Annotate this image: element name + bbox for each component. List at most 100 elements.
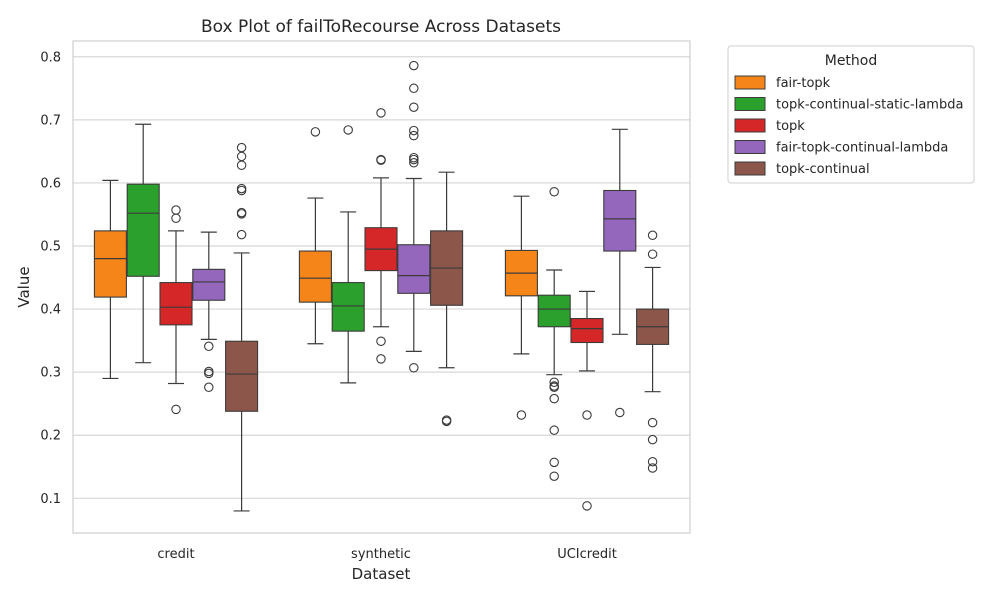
boxes-layer — [93, 60, 670, 512]
legend-label: topk-continual-static-lambda — [776, 98, 963, 113]
legend-label: fair-topk — [776, 76, 831, 91]
y-tick-label: 0.2 — [40, 429, 61, 444]
outlier-point — [204, 366, 214, 377]
x-tick-label: UCIcredit — [557, 547, 617, 562]
outlier-point — [204, 341, 214, 352]
box-body — [298, 250, 332, 303]
outlier-point — [647, 434, 658, 445]
outlier-point — [236, 151, 247, 162]
box-body — [570, 317, 604, 344]
legend-swatch — [734, 140, 766, 154]
outlier-point — [409, 83, 419, 94]
outlier-point — [441, 416, 452, 427]
box-plot — [636, 230, 670, 473]
plot-frame — [72, 40, 691, 534]
outlier-point — [647, 456, 658, 467]
outlier-point — [236, 160, 247, 171]
legend-swatch — [734, 118, 766, 133]
y-tick-layer: 0.1 0.2 0.3 0.4 0.5 0.6 0.7 0.8 — [40, 50, 61, 507]
chart-title: Box Plot of failToRecourse Across Datase… — [201, 17, 561, 37]
outlier-point — [236, 183, 247, 194]
box-plot — [126, 123, 160, 364]
outlier-point — [647, 249, 658, 259]
outlier-point — [343, 125, 353, 135]
outlier-point — [409, 130, 419, 141]
box-body — [225, 340, 259, 412]
legend-swatch — [734, 97, 766, 111]
box-plot — [298, 127, 332, 345]
outlier-point — [549, 393, 559, 404]
outlier-point — [549, 377, 559, 387]
y-tick-label: 0.4 — [40, 303, 61, 318]
box-plot — [159, 205, 193, 415]
box-body — [93, 230, 127, 298]
outlier-point — [409, 60, 419, 71]
legend-label: topk-continual — [776, 162, 870, 177]
y-tick-label: 0.5 — [40, 240, 61, 255]
box-plot — [331, 125, 365, 384]
y-tick-label: 0.3 — [40, 366, 61, 381]
legend-swatch — [734, 161, 766, 176]
outlier-point — [582, 501, 592, 511]
outlier-point — [549, 471, 559, 481]
legend-items: fair-topk topk-continual-static-lambda top… — [734, 75, 963, 177]
outlier-point — [376, 354, 386, 364]
box-plot — [364, 108, 398, 364]
outlier-point — [647, 230, 658, 241]
box-body — [331, 282, 365, 332]
outlier-point — [236, 185, 247, 196]
x-tick-label: credit — [157, 547, 194, 562]
legend: Method fair-topk topk-continual-static-la… — [727, 45, 975, 184]
outlier-point — [549, 425, 559, 435]
box-plot — [430, 171, 464, 427]
box-plot — [570, 290, 604, 511]
outlier-point — [409, 157, 419, 168]
box-body — [159, 282, 193, 326]
outlier-point — [376, 155, 386, 165]
outlier-point — [409, 154, 419, 165]
box-plot — [537, 187, 571, 481]
box-plot — [504, 195, 538, 420]
legend-label: topk — [776, 119, 805, 134]
outlier-point — [376, 108, 386, 118]
outlier-point — [171, 213, 181, 223]
y-axis-label: Value — [15, 266, 33, 307]
box-plot — [225, 142, 259, 512]
outlier-point — [409, 362, 419, 373]
outlier-point — [409, 152, 419, 163]
y-tick-label: 0.8 — [40, 50, 61, 65]
outlier-point — [310, 127, 321, 137]
y-tick-label: 0.6 — [40, 176, 61, 191]
outlier-point — [376, 336, 386, 346]
legend-label: fair-topk-continual-lambda — [776, 141, 948, 156]
legend-title: Method — [825, 53, 878, 69]
outlier-point — [549, 457, 559, 468]
outlier-point — [549, 382, 559, 393]
box-body — [192, 268, 226, 301]
x-tick-layer: credit synthetic UCIcredit — [157, 547, 616, 562]
outlier-point — [236, 142, 247, 153]
box-plot — [603, 128, 637, 418]
box-body — [397, 244, 431, 294]
box-plot — [93, 179, 127, 380]
outlier-point — [171, 404, 181, 415]
outlier-point — [582, 410, 592, 420]
x-axis-label: Dataset — [352, 565, 411, 583]
outlier-point — [236, 209, 247, 219]
y-tick-label: 0.1 — [40, 492, 61, 507]
outlier-point — [409, 102, 419, 112]
box-body — [537, 294, 571, 328]
outlier-point — [204, 368, 214, 379]
outlier-point — [204, 382, 214, 393]
outlier-point — [236, 229, 247, 240]
y-tick-label: 0.7 — [40, 113, 61, 128]
x-tick-label: synthetic — [351, 547, 411, 562]
outlier-point — [549, 187, 559, 197]
outlier-point — [409, 125, 419, 136]
outlier-point — [516, 410, 527, 420]
box-body — [126, 183, 160, 277]
outlier-point — [615, 407, 625, 418]
outlier-point — [647, 463, 658, 473]
legend-swatch — [734, 75, 766, 90]
